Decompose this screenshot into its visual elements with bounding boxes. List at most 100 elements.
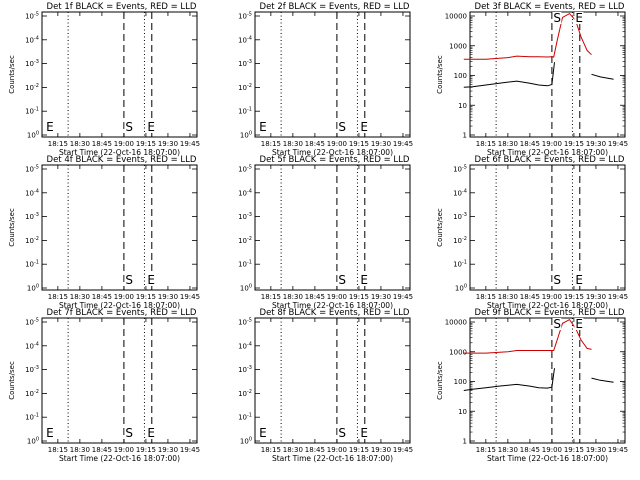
- x-tick-label: 18:30: [498, 446, 518, 454]
- x-tick-label: 19:15: [349, 446, 369, 454]
- y-tick-label: 1000: [449, 348, 467, 356]
- y-tick-label: 10-5: [238, 318, 252, 327]
- x-tick-label: 18:15: [48, 140, 68, 148]
- x-tick-label: 19:00: [327, 140, 347, 148]
- x-tick-label: 19:00: [327, 446, 347, 454]
- plot-frame: [41, 11, 198, 138]
- y-tick-label: 10-1: [25, 107, 39, 116]
- panel-title: Det 7f BLACK = Events, RED = LLD: [47, 308, 197, 318]
- x-tick-label: 19:30: [371, 446, 391, 454]
- x-axis-label: Start Time (22-Oct-16 18:07:00): [272, 148, 393, 157]
- y-tick-label: 10-1: [238, 107, 252, 116]
- y-tick-label: 100: [454, 378, 467, 386]
- x-tick-label: 18:45: [305, 140, 325, 148]
- y-tick-label: 10-2: [25, 83, 39, 92]
- y-tick-label: 10-3: [25, 365, 39, 374]
- y-tick-label: 10000: [445, 13, 467, 21]
- x-tick-label: 18:30: [70, 140, 90, 148]
- y-tick-label: 100: [27, 437, 39, 446]
- y-tick-label: 100: [455, 284, 467, 293]
- marker-letter: S: [338, 120, 346, 134]
- x-tick-label: 18:45: [305, 293, 325, 301]
- x-tick-label: 18:15: [476, 140, 496, 148]
- marker-letter-bg: [552, 12, 562, 24]
- x-tick-label: 18:30: [283, 140, 303, 148]
- x-tick-label: 18:30: [498, 140, 518, 148]
- marker-letter-bg: [146, 427, 156, 439]
- x-tick-label: 19:45: [180, 293, 200, 301]
- y-tick-label: 10-5: [238, 12, 252, 21]
- lld-series-line: [463, 12, 592, 60]
- y-tick-label: 10-3: [25, 59, 39, 68]
- x-axis-label: Start Time (22-Oct-16 18:07:00): [59, 148, 180, 157]
- marker-letter: S: [125, 426, 133, 440]
- x-axis-label: Start Time (22-Oct-16 18:07:00): [59, 301, 180, 310]
- y-tick-label: 10-4: [238, 35, 252, 44]
- marker-letter-bg: [552, 318, 562, 330]
- x-tick-label: 18:30: [283, 446, 303, 454]
- x-tick-label: 18:15: [476, 293, 496, 301]
- y-tick-label: 10-1: [238, 413, 252, 422]
- x-tick-label: 19:30: [371, 140, 391, 148]
- x-axis-label: Start Time (22-Oct-16 18:07:00): [487, 148, 608, 157]
- y-tick-label: 10-2: [238, 236, 252, 245]
- y-tick-label: 100: [27, 131, 39, 140]
- x-tick-label: 18:30: [498, 293, 518, 301]
- y-tick-label: 10-2: [238, 83, 252, 92]
- x-tick-label: 19:45: [608, 293, 628, 301]
- marker-letter: S: [125, 120, 133, 134]
- y-tick-label: 10-3: [238, 365, 252, 374]
- marker-letter-bg: [552, 274, 562, 286]
- x-tick-label: 19:00: [542, 293, 562, 301]
- x-tick-label: 19:15: [349, 293, 369, 301]
- y-tick-label: 100: [240, 437, 252, 446]
- marker-letter: E: [147, 273, 155, 287]
- marker-letter: E: [575, 317, 583, 331]
- marker-letter-bg: [258, 121, 268, 133]
- x-tick-label: 19:15: [564, 140, 584, 148]
- x-tick-label: 18:15: [261, 446, 281, 454]
- x-tick-label: 18:45: [305, 446, 325, 454]
- y-axis-label: Counts/sec: [436, 361, 444, 400]
- y-axis-label: Counts/sec: [8, 55, 16, 94]
- y-tick-label: 10-5: [453, 165, 467, 174]
- x-tick-label: 18:15: [476, 446, 496, 454]
- marker-letter-bg: [359, 121, 369, 133]
- x-tick-label: 18:30: [70, 446, 90, 454]
- marker-letter-bg: [146, 274, 156, 286]
- y-tick-label: 10-5: [25, 12, 39, 21]
- marker-letter: S: [553, 11, 561, 25]
- y-tick-label: 10-4: [25, 188, 39, 197]
- marker-letter-bg: [124, 274, 134, 286]
- x-tick-label: 19:45: [180, 140, 200, 148]
- x-tick-label: 19:00: [114, 446, 134, 454]
- y-tick-label: 10: [458, 408, 467, 416]
- y-tick-label: 10-4: [453, 188, 467, 197]
- y-tick-label: 10: [458, 102, 467, 110]
- x-tick-label: 19:15: [564, 293, 584, 301]
- plot-frame: [41, 317, 198, 444]
- x-axis-label: Start Time (22-Oct-16 18:07:00): [59, 454, 180, 463]
- y-tick-label: 10000: [445, 319, 467, 327]
- marker-letter: S: [338, 273, 346, 287]
- x-tick-label: 18:45: [92, 140, 112, 148]
- x-tick-label: 19:00: [114, 293, 134, 301]
- x-tick-label: 19:45: [393, 446, 413, 454]
- marker-letter-bg: [258, 427, 268, 439]
- y-axis-label: Counts/sec: [8, 208, 16, 247]
- y-tick-label: 10-3: [238, 212, 252, 221]
- plot-frame: [469, 164, 626, 291]
- panel-9: Det 9f BLACK = Events, RED = LLD 18:15 18:…: [436, 308, 628, 463]
- panel-title: Det 9f BLACK = Events, RED = LLD: [475, 308, 625, 318]
- x-axis-label: Start Time (22-Oct-16 18:07:00): [272, 301, 393, 310]
- marker-letter-bg: [574, 12, 584, 24]
- y-tick-label: 10-3: [25, 212, 39, 221]
- marker-letter-bg: [574, 274, 584, 286]
- marker-letter: E: [147, 120, 155, 134]
- x-tick-label: 19:30: [158, 446, 178, 454]
- x-axis-label: Start Time (22-Oct-16 18:07:00): [272, 454, 393, 463]
